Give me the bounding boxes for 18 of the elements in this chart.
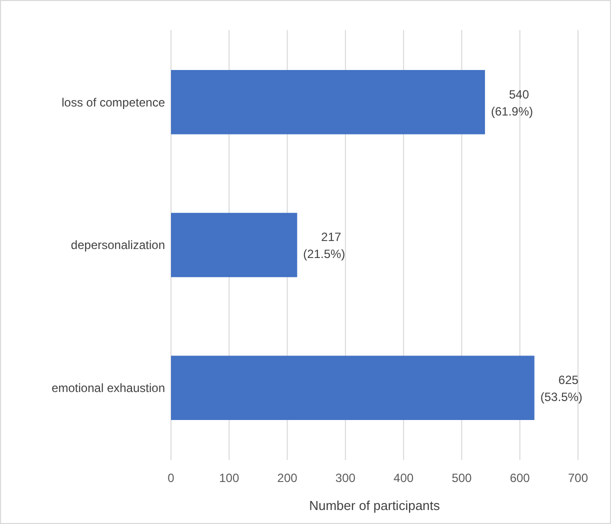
data-label: 540 (61.9%) <box>490 87 534 118</box>
bar <box>171 212 298 278</box>
bar <box>171 70 485 134</box>
y-tick-label: loss of competence <box>62 95 166 110</box>
x-tick-label: 200 <box>277 471 298 485</box>
x-tick-label: 100 <box>219 471 240 485</box>
x-tick-label: 600 <box>510 471 530 485</box>
x-tick-label: 500 <box>452 471 472 485</box>
data-label: 625 (53.5%) <box>540 373 582 404</box>
x-tick-label: 300 <box>335 471 356 485</box>
y-tick-label: emotional exhaustion <box>52 381 165 396</box>
y-tick-label: depersonalization <box>70 238 165 252</box>
x-tick-label: 0 <box>168 471 175 485</box>
x-tick-label: 400 <box>394 471 414 485</box>
x-tick-label: 700 <box>568 471 588 485</box>
x-axis-title: Number of participants <box>309 498 440 513</box>
bar <box>171 356 534 420</box>
data-label: 217 (21.5%) <box>303 230 346 262</box>
